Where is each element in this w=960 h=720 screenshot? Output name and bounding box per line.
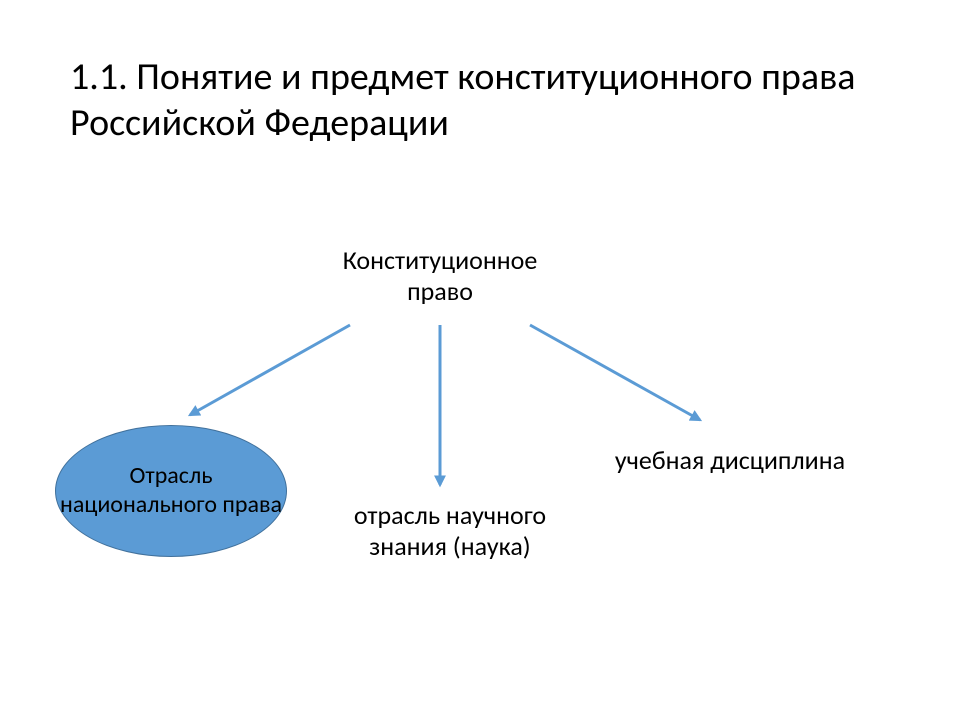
branch-left-ellipse: Отрасль национального права	[55, 425, 287, 557]
branch-mid-label: отрасль научного знания (наука)	[340, 500, 560, 562]
branch-right-label: учебная дисциплина	[590, 445, 870, 476]
slide: 1.1. Понятие и предмет конституционного …	[0, 0, 960, 720]
root-label: Конституционноеправо	[310, 245, 570, 307]
branch-left-label: Отрасль национального права	[56, 462, 286, 520]
slide-title: 1.1. Понятие и предмет конституционного …	[70, 55, 890, 146]
